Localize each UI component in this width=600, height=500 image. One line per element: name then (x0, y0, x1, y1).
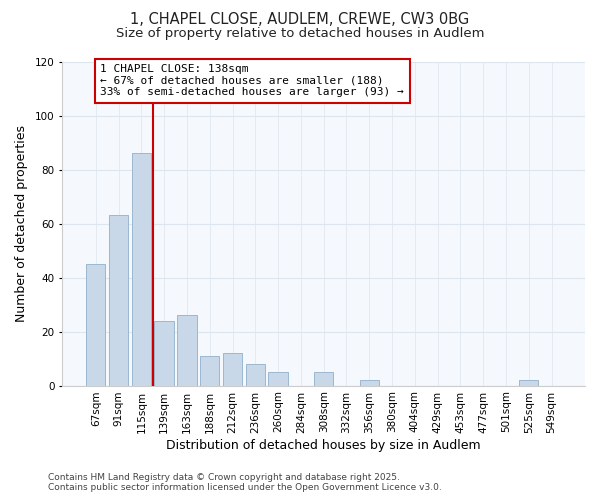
X-axis label: Distribution of detached houses by size in Audlem: Distribution of detached houses by size … (166, 440, 481, 452)
Bar (359, 380, 379, 386)
Bar (314, 372, 334, 386)
Bar (154, 321, 174, 386)
Bar (109, 216, 128, 386)
Y-axis label: Number of detached properties: Number of detached properties (15, 125, 28, 322)
Bar (245, 364, 265, 386)
Text: 1, CHAPEL CLOSE, AUDLEM, CREWE, CW3 0BG: 1, CHAPEL CLOSE, AUDLEM, CREWE, CW3 0BG (130, 12, 470, 28)
Text: 1 CHAPEL CLOSE: 138sqm
← 67% of detached houses are smaller (188)
33% of semi-de: 1 CHAPEL CLOSE: 138sqm ← 67% of detached… (100, 64, 404, 98)
Bar (200, 356, 220, 386)
Bar (223, 353, 242, 386)
Bar (86, 264, 106, 386)
Bar (131, 154, 151, 386)
Bar (268, 372, 288, 386)
Text: Size of property relative to detached houses in Audlem: Size of property relative to detached ho… (116, 28, 484, 40)
Text: Contains HM Land Registry data © Crown copyright and database right 2025.
Contai: Contains HM Land Registry data © Crown c… (48, 473, 442, 492)
Bar (519, 380, 538, 386)
Bar (177, 316, 197, 386)
